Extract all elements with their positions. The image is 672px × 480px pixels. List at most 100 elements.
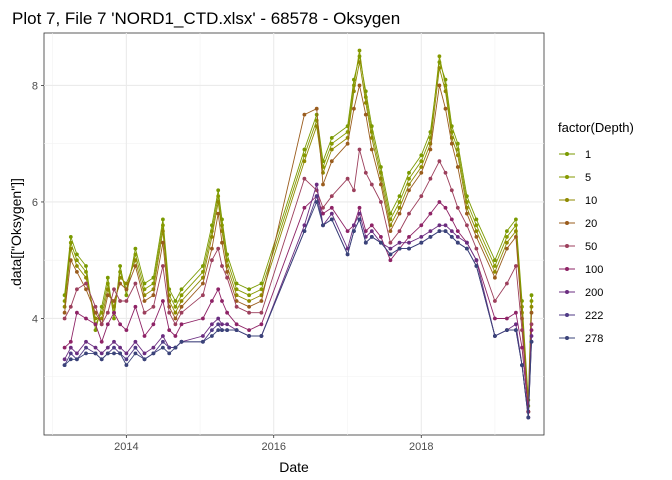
data-point	[419, 159, 424, 164]
y-axis-ticks: 4 6 8	[32, 80, 44, 325]
data-point	[520, 328, 524, 332]
data-point	[75, 287, 79, 292]
plot-panel	[43, 32, 545, 436]
data-point	[118, 281, 122, 286]
data-point	[84, 287, 88, 292]
data-point	[161, 264, 165, 268]
data-point	[520, 363, 524, 367]
data-point	[437, 83, 442, 88]
data-point	[407, 246, 411, 251]
data-point	[179, 293, 184, 298]
legend-key-point	[565, 152, 569, 156]
data-point	[474, 223, 479, 228]
legend-key-point	[565, 244, 569, 248]
data-point	[321, 205, 325, 210]
data-point	[118, 270, 122, 274]
data-point	[443, 106, 448, 111]
data-point	[179, 310, 184, 315]
data-point	[363, 112, 368, 117]
data-point	[345, 229, 350, 234]
data-point	[329, 147, 334, 152]
data-point	[234, 281, 239, 286]
data-point	[68, 304, 73, 309]
data-point	[105, 351, 110, 356]
data-point	[493, 264, 497, 268]
data-point	[151, 322, 156, 327]
data-point	[259, 287, 264, 292]
data-point	[514, 223, 518, 228]
data-point	[514, 310, 518, 315]
data-point	[220, 240, 224, 245]
data-point	[118, 322, 122, 327]
data-point	[75, 270, 79, 274]
data-point	[505, 246, 509, 251]
data-point	[124, 357, 129, 362]
data-point	[465, 246, 469, 251]
data-point	[133, 252, 138, 257]
data-point	[345, 252, 350, 257]
data-point	[173, 299, 178, 303]
data-point	[419, 194, 424, 199]
data-point	[449, 229, 454, 234]
data-point	[314, 182, 319, 187]
x-axis-title: Date	[279, 459, 309, 475]
legend: factor(Depth) 1 5 10 20 50 100 200 222 278	[558, 120, 634, 345]
data-point	[493, 258, 497, 263]
data-point	[216, 328, 221, 332]
legend-item-200: 200	[559, 287, 603, 299]
legend-key-point	[565, 313, 569, 317]
data-point	[62, 357, 67, 362]
data-point	[216, 211, 221, 216]
data-point	[167, 328, 172, 332]
data-point	[329, 194, 334, 199]
data-point	[314, 200, 319, 204]
data-point	[161, 229, 165, 234]
data-point	[302, 147, 307, 152]
data-point	[179, 299, 184, 303]
data-point	[75, 351, 79, 356]
series-depth-10	[62, 60, 534, 414]
data-point	[419, 170, 424, 175]
data-point	[62, 304, 67, 309]
data-point	[455, 205, 460, 210]
data-point	[173, 345, 178, 350]
data-point	[118, 299, 122, 303]
legend-label: 5	[585, 172, 591, 184]
data-point	[520, 345, 524, 350]
data-point	[124, 299, 129, 303]
data-point	[514, 217, 518, 222]
data-point	[201, 293, 205, 298]
data-point	[133, 345, 138, 350]
data-point	[345, 176, 350, 181]
data-point	[68, 258, 73, 263]
data-point	[173, 304, 178, 309]
data-point	[419, 153, 424, 158]
data-point	[234, 287, 239, 292]
data-point	[161, 339, 165, 344]
data-point	[428, 147, 433, 152]
data-point	[142, 299, 147, 303]
data-point	[124, 287, 129, 292]
data-point	[437, 229, 442, 234]
data-point	[68, 345, 73, 350]
data-point	[93, 310, 98, 315]
legend-label: 20	[585, 218, 597, 230]
data-point	[379, 235, 383, 239]
data-point	[124, 351, 129, 356]
data-point	[84, 351, 88, 356]
data-point	[455, 240, 460, 245]
data-point	[93, 345, 98, 350]
legend-title: factor(Depth)	[558, 120, 634, 135]
data-point	[369, 229, 374, 234]
data-point	[449, 188, 454, 193]
data-point	[397, 246, 402, 251]
data-point	[68, 235, 73, 239]
legend-item-222: 222	[559, 310, 603, 322]
data-point	[105, 322, 110, 327]
data-point	[455, 147, 460, 152]
data-point	[493, 299, 497, 303]
data-point	[388, 240, 393, 245]
data-point	[529, 310, 534, 315]
data-point	[84, 345, 88, 350]
data-point	[225, 310, 230, 315]
